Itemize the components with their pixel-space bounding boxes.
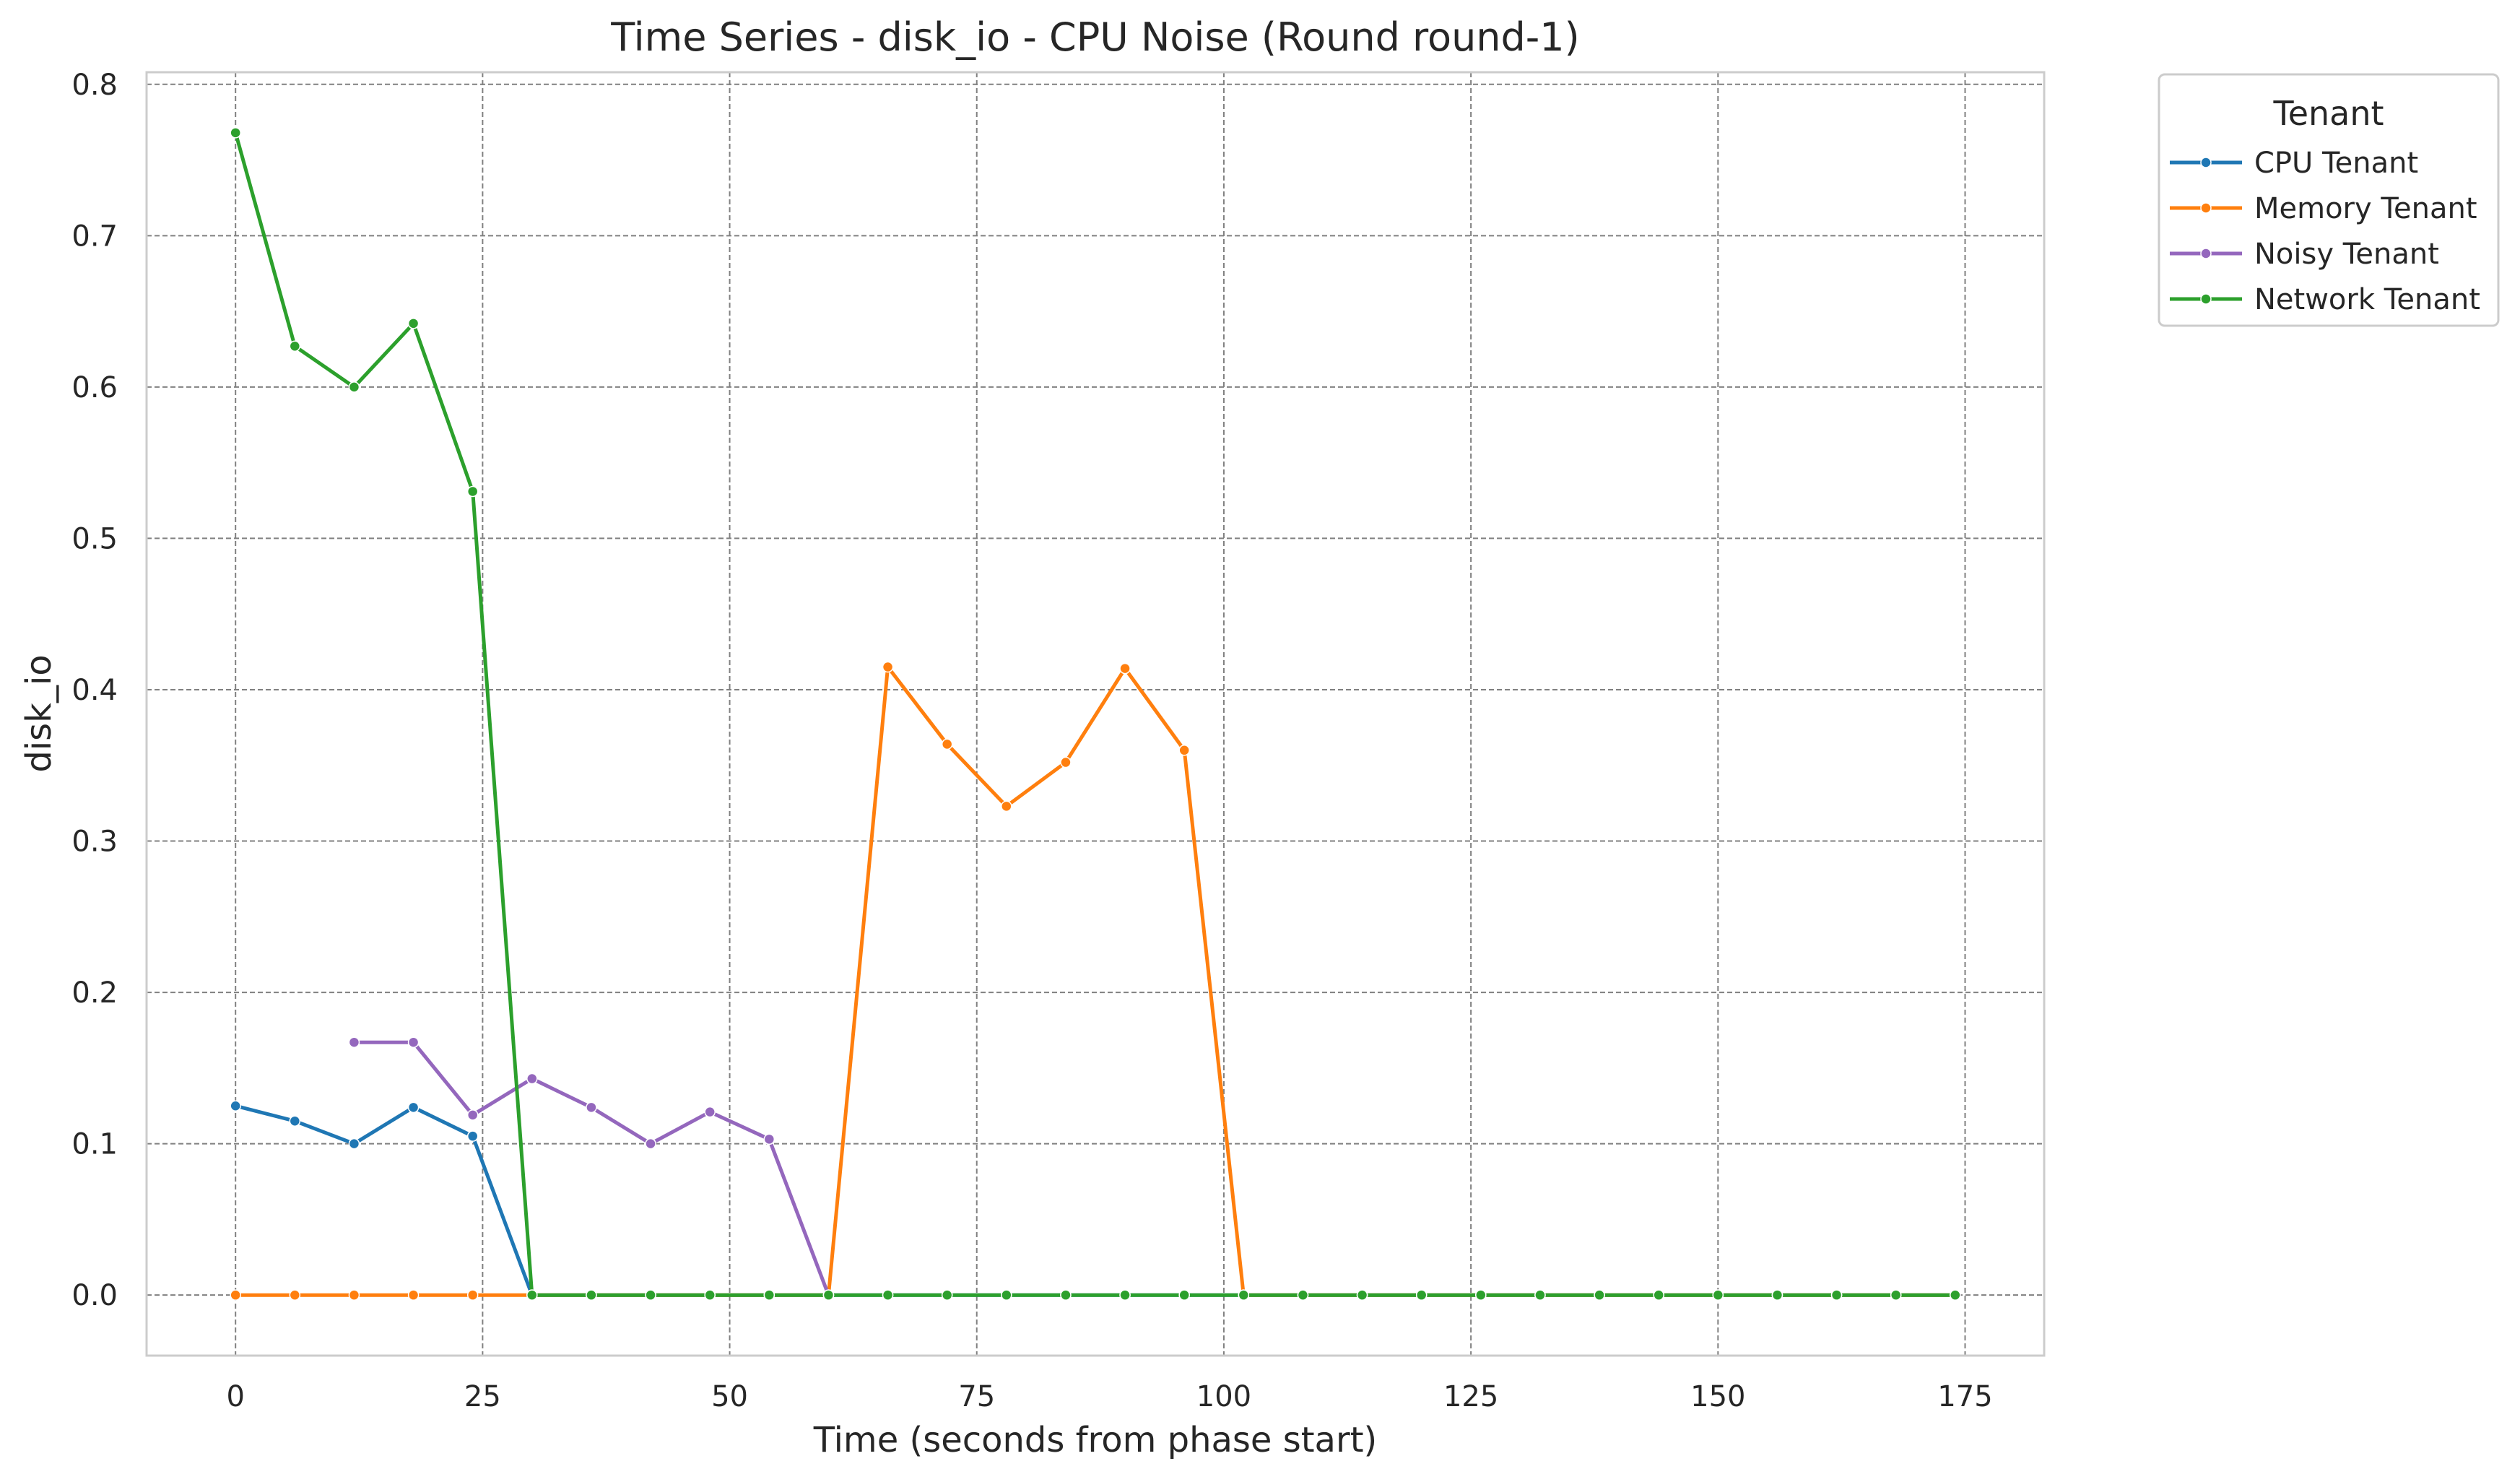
legend-marker-network-tenant [2200,293,2212,305]
legend-box [2158,73,2500,327]
y-tick-label: 0.7 [71,220,118,253]
data-point-network-tenant [348,381,360,393]
chart-title: Time Series - disk_io - CPU Noise (Round… [610,14,1579,60]
data-point-network-tenant [763,1289,775,1301]
x-tick-labels: 0 25 50 75 100 125 150 175 [226,1380,1992,1413]
x-tick-label: 50 [711,1380,748,1413]
data-point-network-tenant [230,127,241,139]
data-point-memory-tenant [1001,800,1012,812]
data-point-memory-tenant [1119,662,1131,675]
data-point-network-tenant [1653,1289,1664,1301]
data-point-memory-tenant [289,1289,301,1301]
data-point-noisy-tenant [645,1138,656,1150]
data-point-memory-tenant [882,661,894,673]
y-tick-label: 0.3 [71,826,118,859]
data-point-network-tenant [1001,1289,1012,1301]
data-point-network-tenant [1890,1289,1902,1301]
data-point-cpu-tenant [230,1100,241,1112]
data-point-network-tenant [822,1289,835,1301]
data-point-memory-tenant [941,738,953,750]
legend-marker-noisy-tenant [2200,248,2212,259]
legend-marker-memory-tenant [2200,202,2212,214]
data-point-network-tenant [1119,1289,1131,1301]
y-tick-label: 0.5 [71,522,118,555]
data-point-network-tenant [645,1289,656,1301]
data-point-noisy-tenant [407,1036,420,1048]
legend-label-cpu-tenant: CPU Tenant [2254,147,2418,180]
data-point-network-tenant [1178,1289,1190,1301]
data-point-network-tenant [289,340,301,352]
data-point-memory-tenant [230,1289,241,1301]
legend: Tenant CPU Tenant Memory Tenant Noisy Tena… [2158,73,2500,327]
data-point-network-tenant [941,1289,953,1301]
data-point-network-tenant [1238,1289,1250,1301]
x-tick-label: 75 [958,1380,995,1413]
grid-lines [147,72,2044,1356]
data-point-network-tenant [1771,1289,1783,1301]
y-tick-label: 0.6 [71,371,118,404]
series-markers [230,127,1961,1301]
legend-title: Tenant [2272,94,2384,133]
plot-border [145,71,2046,1357]
data-point-network-tenant [1356,1289,1368,1301]
data-point-noisy-tenant [466,1109,479,1121]
data-point-network-tenant [704,1289,716,1301]
x-tick-label: 25 [464,1380,501,1413]
legend-marker-cpu-tenant [2200,157,2212,168]
legend-label-noisy-tenant: Noisy Tenant [2254,238,2439,271]
x-tick-label: 100 [1196,1380,1251,1413]
data-point-noisy-tenant [704,1106,716,1118]
data-point-network-tenant [1297,1289,1309,1301]
data-point-network-tenant [407,318,420,329]
data-point-memory-tenant [1060,756,1072,768]
x-tick-label: 125 [1443,1380,1498,1413]
y-tick-label: 0.4 [71,674,118,707]
data-point-noisy-tenant [348,1036,360,1048]
data-point-cpu-tenant [348,1138,360,1150]
legend-items: CPU Tenant Memory Tenant Noisy Tenant Netwo… [2170,147,2480,316]
data-point-network-tenant [1950,1289,1961,1301]
data-point-network-tenant [526,1289,538,1301]
data-point-memory-tenant [1178,745,1190,756]
data-point-network-tenant [1712,1289,1724,1301]
data-point-network-tenant [1594,1289,1605,1301]
data-point-noisy-tenant [586,1101,597,1114]
data-point-network-tenant [1060,1289,1072,1301]
data-point-network-tenant [586,1289,597,1301]
y-tick-label: 0.8 [71,69,118,102]
legend-label-network-tenant: Network Tenant [2254,283,2480,316]
y-tick-label: 0.1 [71,1128,118,1161]
data-point-noisy-tenant [763,1133,775,1145]
y-tick-label: 0.0 [71,1279,118,1312]
data-point-memory-tenant [348,1289,360,1301]
data-point-network-tenant [1830,1289,1843,1301]
data-point-cpu-tenant [407,1101,420,1114]
data-point-cpu-tenant [289,1115,301,1127]
data-point-network-tenant [1475,1289,1487,1301]
data-point-cpu-tenant [466,1130,479,1142]
data-point-noisy-tenant [526,1072,538,1085]
x-tick-label: 175 [1937,1380,1992,1413]
data-point-network-tenant [882,1289,894,1301]
data-point-network-tenant [1534,1289,1546,1301]
data-point-network-tenant [466,485,479,498]
series-line-network-tenant [233,132,1955,1297]
data-point-memory-tenant [407,1289,420,1301]
x-tick-label: 0 [226,1380,244,1413]
y-tick-label: 0.2 [71,976,118,1010]
x-tick-label: 150 [1690,1380,1745,1413]
y-axis-label: disk_io [19,654,59,772]
x-axis-label: Time (seconds from phase start) [813,1420,1378,1460]
data-point-network-tenant [1415,1289,1428,1301]
legend-label-memory-tenant: Memory Tenant [2254,192,2477,225]
data-point-memory-tenant [466,1289,479,1301]
series-lines [233,132,1955,1297]
y-tick-labels: 0.0 0.1 0.2 0.3 0.4 0.5 0.6 0.7 0.8 [71,69,118,1312]
